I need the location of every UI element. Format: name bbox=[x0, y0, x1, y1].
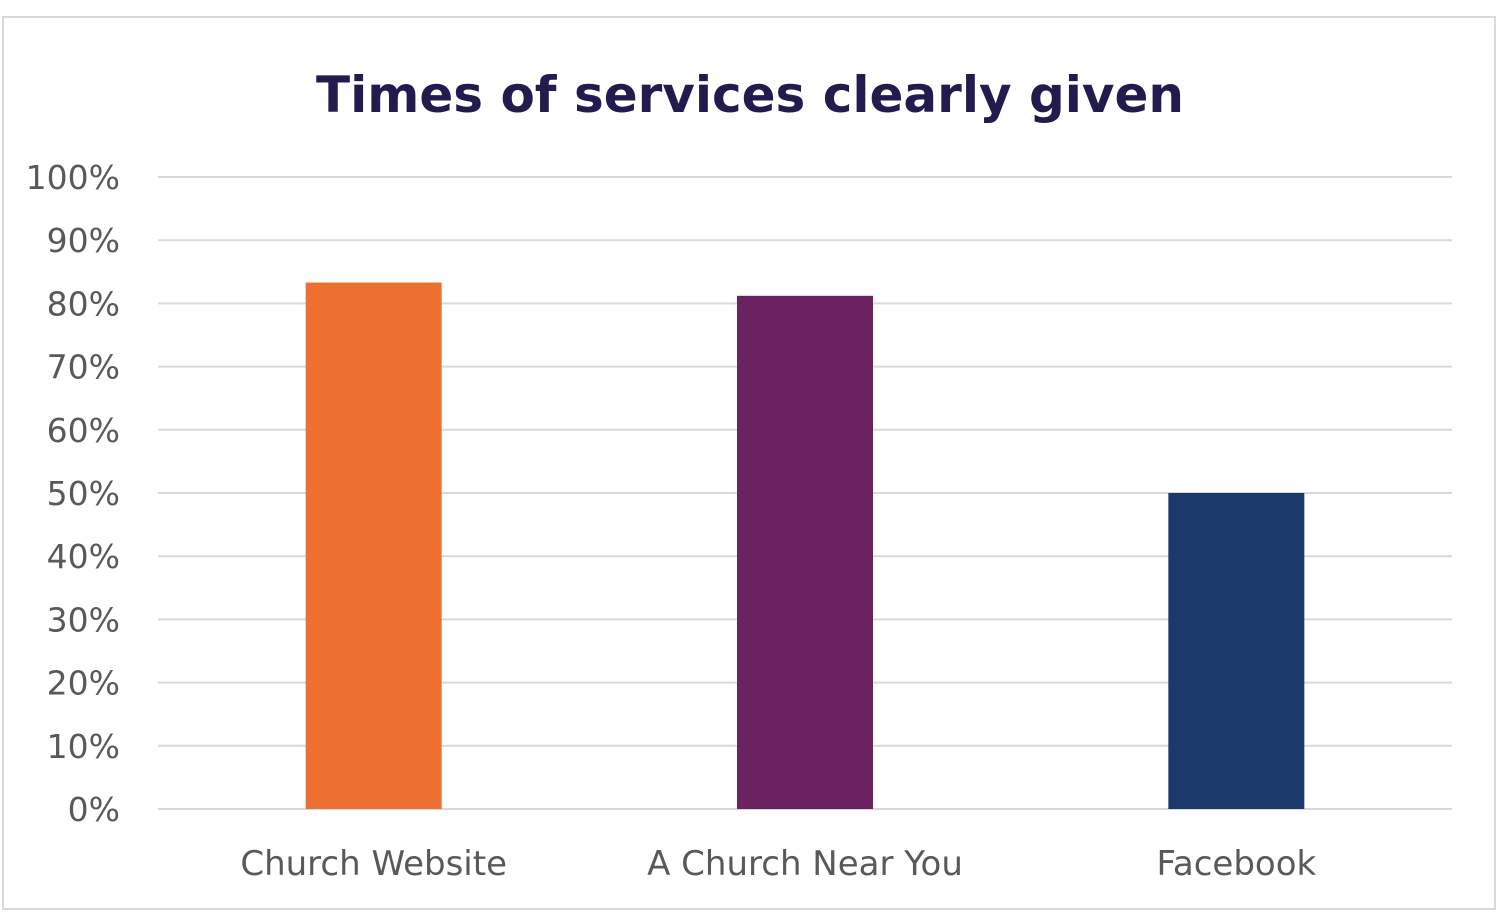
bar bbox=[305, 282, 442, 809]
x-category-label: Church Website bbox=[240, 844, 507, 884]
y-axis-ticks: 0% 10% 20% 30% 40% 50% 60% 70% 80% 90% 100% bbox=[26, 158, 120, 829]
y-tick-label: 60% bbox=[47, 411, 120, 450]
bars bbox=[305, 282, 1305, 809]
x-category-label: A Church Near You bbox=[647, 844, 963, 884]
y-tick-label: 50% bbox=[47, 474, 120, 513]
y-tick-label: 90% bbox=[47, 221, 120, 260]
y-tick-label: 30% bbox=[47, 600, 120, 639]
bar bbox=[1168, 493, 1305, 809]
y-tick-label: 80% bbox=[47, 284, 120, 323]
y-tick-label: 20% bbox=[47, 664, 120, 703]
y-tick-label: 10% bbox=[47, 727, 120, 766]
x-category-label: Facebook bbox=[1156, 844, 1316, 884]
y-tick-label: 100% bbox=[26, 158, 120, 197]
chart-title: Times of services clearly given bbox=[316, 66, 1184, 124]
y-tick-label: 40% bbox=[47, 537, 120, 576]
y-tick-label: 70% bbox=[47, 348, 120, 387]
y-tick-label: 0% bbox=[68, 790, 120, 829]
x-axis-labels: Church Website A Church Near You Facebook bbox=[240, 844, 1316, 884]
bar bbox=[737, 295, 873, 809]
